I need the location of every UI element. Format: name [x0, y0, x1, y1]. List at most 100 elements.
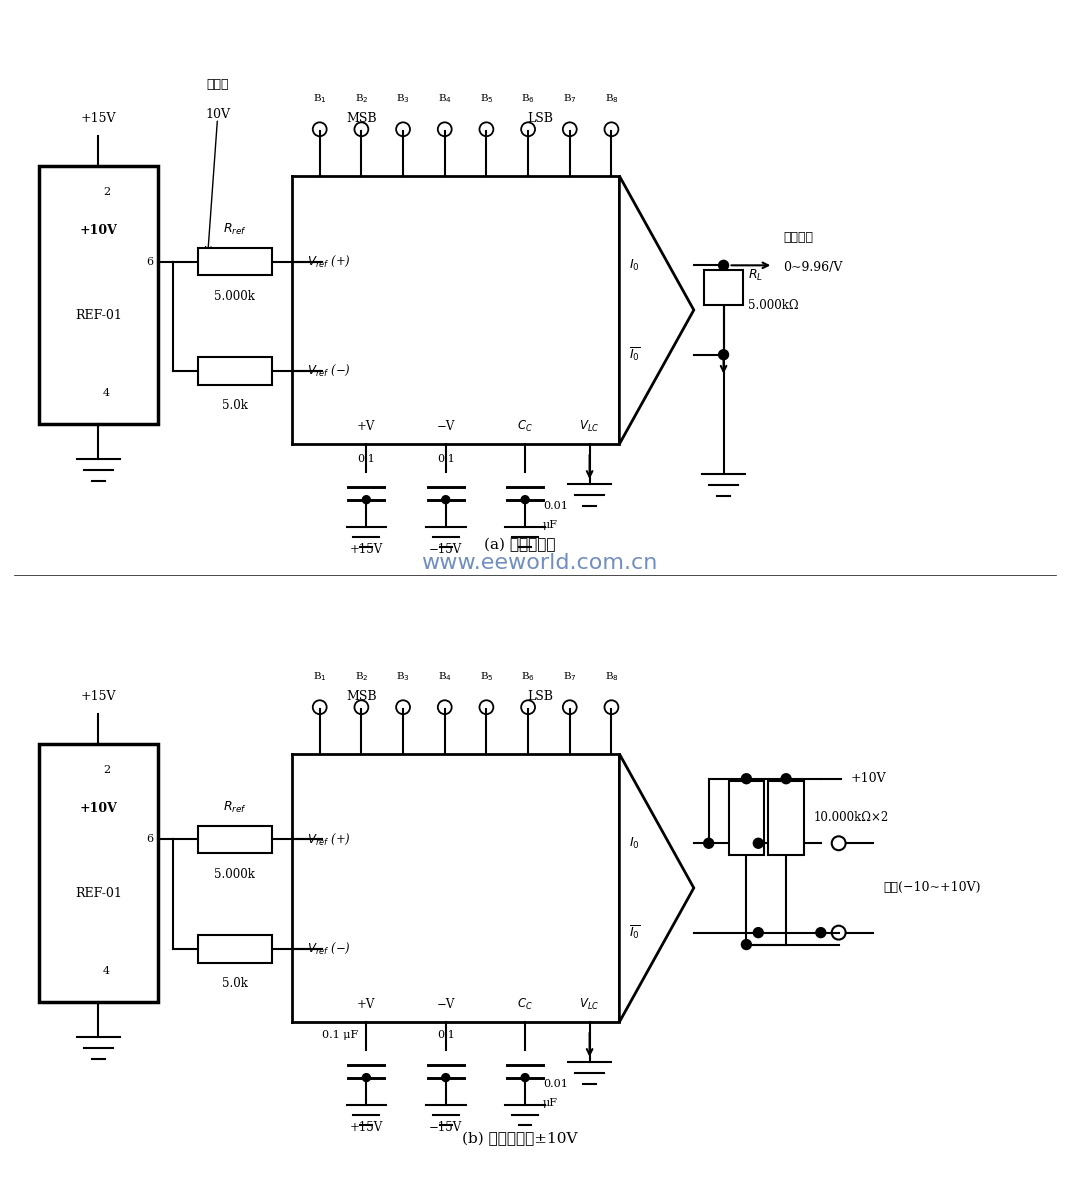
Text: B$_5$: B$_5$ [479, 670, 493, 682]
Text: REF-01: REF-01 [76, 309, 122, 322]
Text: 准确的: 准确的 [206, 78, 229, 91]
Text: −15V: −15V [429, 1120, 463, 1133]
Text: $\overline{I_0}$: $\overline{I_0}$ [629, 346, 641, 364]
Text: $V_{LC}$: $V_{LC}$ [579, 996, 600, 1012]
Bar [197, 357, 272, 384]
Text: −V: −V [437, 420, 455, 433]
Circle shape [719, 260, 728, 271]
Text: MSB: MSB [346, 690, 377, 703]
Circle shape [816, 928, 825, 938]
Text: 5.0k: 5.0k [222, 977, 248, 990]
Text: 0.01: 0.01 [543, 501, 568, 511]
Circle shape [719, 350, 728, 359]
Circle shape [753, 928, 763, 938]
Text: $C_C$: $C_C$ [517, 996, 533, 1012]
Text: REF-01: REF-01 [76, 888, 122, 901]
Circle shape [741, 774, 751, 784]
Text: 5.000k: 5.000k [215, 290, 256, 303]
Text: 10V: 10V [205, 107, 230, 120]
Text: B$_3$: B$_3$ [396, 670, 410, 682]
Text: B$_6$: B$_6$ [521, 670, 535, 682]
Text: $C_C$: $C_C$ [517, 419, 533, 434]
Text: B$_8$: B$_8$ [604, 92, 618, 105]
Bar [768, 780, 804, 855]
Circle shape [441, 496, 450, 503]
Text: www.eeworld.com.cn: www.eeworld.com.cn [421, 554, 658, 574]
Text: $I_0$: $I_0$ [629, 258, 640, 273]
Bar [197, 935, 272, 963]
Circle shape [441, 1074, 450, 1082]
Text: (a) 输出负电压: (a) 输出负电压 [484, 538, 556, 552]
Text: 6: 6 [146, 834, 153, 845]
Text: B$_8$: B$_8$ [604, 670, 618, 682]
Text: $V_{ref}$ (−): $V_{ref}$ (−) [306, 941, 351, 957]
Circle shape [363, 496, 370, 503]
Text: $\overline{I_0}$: $\overline{I_0}$ [629, 923, 641, 941]
Text: +10V: +10V [850, 772, 886, 785]
Text: B$_4$: B$_4$ [438, 670, 452, 682]
Text: +10V: +10V [80, 802, 118, 815]
Text: 6: 6 [146, 256, 153, 266]
Text: $V_{ref}$ (+): $V_{ref}$ (+) [306, 832, 351, 847]
Bar [728, 780, 764, 855]
Text: μF: μF [543, 520, 558, 531]
Text: +15V: +15V [350, 1120, 383, 1133]
Text: LSB: LSB [527, 690, 554, 703]
Text: −V: −V [437, 997, 455, 1010]
Text: 2: 2 [103, 187, 110, 197]
Text: 0.1: 0.1 [437, 455, 454, 464]
Text: B$_1$: B$_1$ [313, 92, 327, 105]
Text: (b) 输出端输出±10V: (b) 输出端输出±10V [463, 1132, 578, 1146]
Text: B$_2$: B$_2$ [355, 670, 368, 682]
Text: LSB: LSB [527, 112, 554, 125]
Text: +10V: +10V [80, 224, 118, 237]
Text: $V_{LC}$: $V_{LC}$ [579, 419, 600, 434]
Text: 0.01: 0.01 [543, 1078, 568, 1088]
Text: $R_{ref}$: $R_{ref}$ [223, 222, 247, 237]
Text: $R_L$: $R_L$ [749, 268, 764, 283]
Text: +V: +V [357, 420, 375, 433]
Text: μF: μF [543, 1099, 558, 1108]
Bar [197, 248, 272, 276]
Text: −15V: −15V [429, 543, 463, 556]
Text: MSB: MSB [346, 112, 377, 125]
Text: +15V: +15V [81, 690, 117, 703]
Circle shape [363, 1074, 370, 1082]
Text: B$_6$: B$_6$ [521, 92, 535, 105]
Text: 4: 4 [103, 388, 110, 398]
Text: +15V: +15V [350, 543, 383, 556]
Bar [704, 271, 743, 305]
Circle shape [704, 839, 713, 848]
Text: B$_7$: B$_7$ [563, 92, 576, 105]
Text: 5.000kΩ: 5.000kΩ [749, 299, 798, 313]
Bar [39, 166, 158, 425]
Text: 0.1: 0.1 [357, 455, 375, 464]
Text: $V_{ref}$ (+): $V_{ref}$ (+) [306, 254, 351, 270]
Circle shape [521, 496, 529, 503]
Text: 2: 2 [103, 765, 110, 774]
Text: B$_4$: B$_4$ [438, 92, 452, 105]
Bar [197, 826, 272, 853]
Text: 10.000kΩ×2: 10.000kΩ×2 [814, 811, 889, 824]
Circle shape [781, 774, 791, 784]
Text: $V_{ref}$ (−): $V_{ref}$ (−) [306, 363, 351, 378]
Circle shape [741, 940, 751, 950]
Text: 电压输出: 电压输出 [783, 231, 814, 245]
Text: 输出(−10~+10V): 输出(−10~+10V) [884, 882, 981, 895]
Text: $R_{ref}$: $R_{ref}$ [223, 801, 247, 815]
Text: 5.0k: 5.0k [222, 398, 248, 412]
Text: $I_0$: $I_0$ [629, 836, 640, 851]
Text: B$_7$: B$_7$ [563, 670, 576, 682]
Circle shape [521, 1074, 529, 1082]
Text: B$_1$: B$_1$ [313, 670, 327, 682]
Text: 0.1 μF: 0.1 μF [323, 1030, 358, 1040]
Text: 0.1: 0.1 [437, 1030, 454, 1040]
Text: B$_5$: B$_5$ [479, 92, 493, 105]
Circle shape [753, 839, 763, 848]
Text: 4: 4 [103, 966, 110, 976]
Text: +15V: +15V [81, 112, 117, 125]
Text: B$_2$: B$_2$ [355, 92, 368, 105]
Text: 0~9.96/V: 0~9.96/V [783, 261, 843, 274]
Text: B$_3$: B$_3$ [396, 92, 410, 105]
Bar [39, 744, 158, 1002]
